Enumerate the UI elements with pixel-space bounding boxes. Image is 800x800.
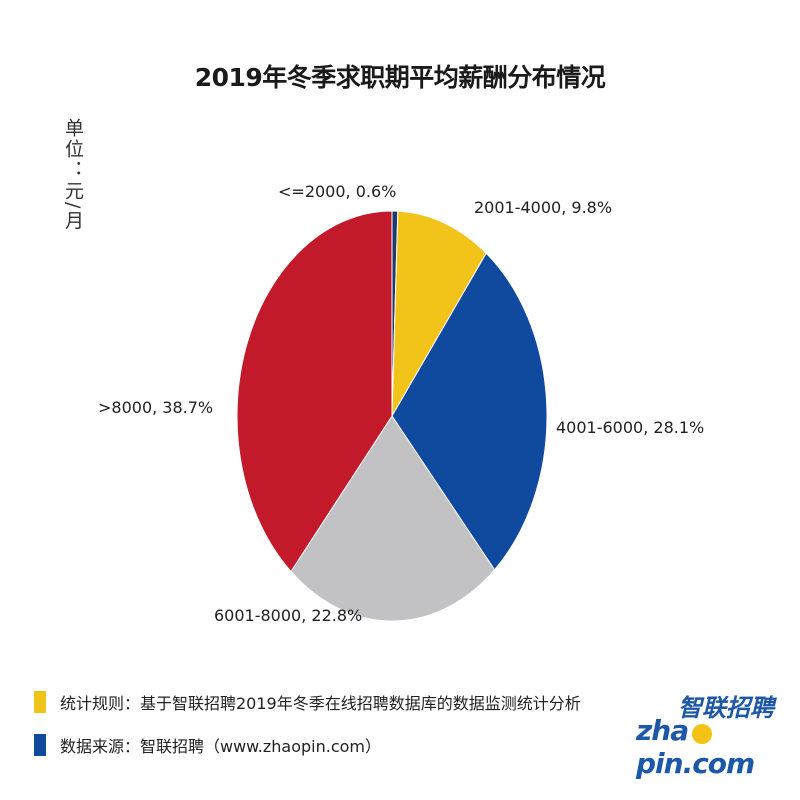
logo-en: zhapin.com <box>636 714 786 780</box>
unit-label: 单位：元/月 <box>62 118 84 232</box>
chart-title: 2019年冬季求职期平均薪酬分布情况 <box>194 63 606 92</box>
zhaopin-logo: 智联招聘 zhapin.com <box>636 688 786 780</box>
slice-label: 2001-4000, 9.8% <box>474 198 613 217</box>
pie-slice-6001-8000 <box>290 415 496 622</box>
logo-dot-icon <box>692 724 712 744</box>
logo-en-right: pin.com <box>636 747 755 780</box>
pie-slice-4001-6000 <box>391 252 548 571</box>
slice-label: 6001-8000, 22.8% <box>214 606 363 625</box>
slice-label: <=2000, 0.6% <box>278 182 397 201</box>
pie-slice-2001-4000 <box>391 210 487 417</box>
footer-source: 数据来源：智联招聘（www.zhaopin.com） <box>34 733 381 757</box>
blue-swatch <box>34 734 46 756</box>
rule-text: 统计规则：基于智联招聘2019年冬季在线招聘数据库的数据监测统计分析 <box>60 694 581 713</box>
logo-cn: 智联招聘 <box>678 694 774 722</box>
slice-label: 4001-6000, 28.1% <box>556 418 705 437</box>
logo-en-left: zha <box>636 714 689 747</box>
pie-slice--8000 <box>236 210 393 573</box>
footer-rule: 统计规则：基于智联招聘2019年冬季在线招聘数据库的数据监测统计分析 <box>34 690 581 714</box>
slice-label: >8000, 38.7% <box>98 398 214 417</box>
source-text: 数据来源：智联招聘（www.zhaopin.com） <box>60 737 382 756</box>
yellow-swatch <box>34 691 46 713</box>
